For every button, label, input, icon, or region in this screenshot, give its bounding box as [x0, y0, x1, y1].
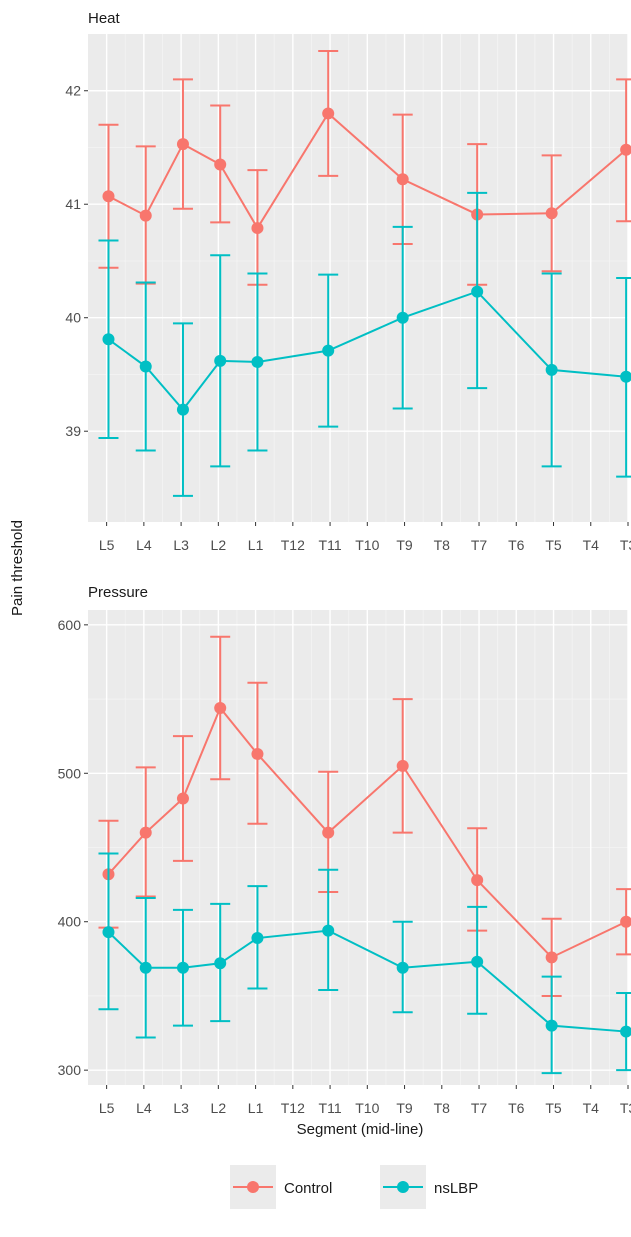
- legend-key-point: [247, 1181, 259, 1193]
- control-series-line: [107, 706, 627, 959]
- y-tick-label: 41: [65, 196, 81, 212]
- pressure-panel: Pressure 300 400 500 600 L5 L4 L3 L2 L1 T12 T11 T10…: [58, 584, 631, 1116]
- control-data-point: [545, 207, 558, 220]
- nslbp-data-point: [322, 344, 335, 357]
- x-tick-label: T4: [583, 1100, 600, 1116]
- x-tick-label: T10: [355, 1100, 379, 1116]
- x-tick-label: T6: [508, 1100, 525, 1116]
- x-tick-label: T8: [434, 1100, 451, 1116]
- y-tick-label: 40: [65, 310, 81, 326]
- nslbp-data-point: [545, 1019, 558, 1032]
- x-tick-label: L4: [136, 537, 152, 553]
- nslbp-data-point: [471, 285, 484, 298]
- control-data-point: [620, 143, 631, 156]
- legend-key-nslbp: [380, 1165, 426, 1209]
- x-tick-label: T10: [355, 537, 379, 553]
- nslbp-data-point: [396, 961, 409, 974]
- x-tick-label: L5: [99, 1100, 115, 1116]
- x-tick-label: T6: [508, 537, 525, 553]
- x-tick-label: L5: [99, 537, 115, 553]
- nslbp-data-point: [396, 311, 409, 324]
- pressure-panel-title: Pressure: [88, 584, 148, 601]
- nslbp-series-line: [107, 929, 627, 1033]
- y-tick-label: 300: [58, 1062, 82, 1078]
- x-tick-label: T12: [281, 1100, 305, 1116]
- x-tick-label: L2: [211, 1100, 227, 1116]
- heat-panel-title: Heat: [88, 10, 121, 27]
- x-tick-label: T5: [545, 1100, 562, 1116]
- control-data-point: [251, 222, 264, 235]
- legend-label: nsLBP: [434, 1180, 478, 1197]
- control-data-point: [139, 826, 152, 839]
- control-data-point: [471, 874, 484, 887]
- heat-panel: Heat 39 40 41 42 L5 L4 L3 L2 L1 T12 T11 T10 T9 T8 T7 T6…: [65, 10, 631, 553]
- nslbp-data-point: [251, 932, 264, 945]
- y-tick-label: 39: [65, 423, 81, 439]
- control-data-point: [176, 138, 189, 151]
- nslbp-data-point: [139, 961, 152, 974]
- nslbp-data-point: [322, 924, 335, 937]
- control-data-point: [620, 915, 631, 928]
- control-data-point: [102, 190, 115, 203]
- x-tick-label: T3: [620, 537, 631, 553]
- y-tick-label: 500: [58, 765, 82, 781]
- x-tick-label: T8: [434, 537, 451, 553]
- x-tick-label: L3: [173, 1100, 189, 1116]
- x-tick-label: L4: [136, 1100, 152, 1116]
- x-tick-label: T11: [319, 1100, 342, 1116]
- legend: Control nsLBP: [230, 1165, 478, 1209]
- control-data-point: [251, 747, 264, 760]
- x-tick-label: L2: [211, 537, 227, 553]
- x-tick-label: L3: [173, 537, 189, 553]
- x-axis-title: Segment (mid-line): [297, 1121, 424, 1138]
- control-data-point: [214, 701, 227, 714]
- x-tick-label: T11: [319, 537, 342, 553]
- control-data-point: [396, 173, 409, 186]
- nslbp-data-point: [214, 957, 227, 970]
- control-data-point: [396, 759, 409, 772]
- x-tick-label: T9: [396, 537, 413, 553]
- x-tick-label: T5: [545, 537, 562, 553]
- y-tick-label: 400: [58, 914, 82, 930]
- x-tick-label: T7: [471, 537, 488, 553]
- nslbp-data-point: [251, 355, 264, 368]
- nslbp-data-point: [545, 363, 558, 376]
- control-data-point: [139, 209, 152, 222]
- nslbp-data-point: [620, 370, 631, 383]
- nslbp-data-point: [102, 333, 115, 346]
- nslbp-data-point: [139, 360, 152, 373]
- legend-label: Control: [284, 1180, 332, 1197]
- legend-key-control: [230, 1165, 276, 1209]
- y-tick-label: 600: [58, 617, 82, 633]
- x-tick-label: T12: [281, 537, 305, 553]
- panel-background: [88, 34, 628, 522]
- nslbp-data-point: [620, 1025, 631, 1038]
- nslbp-data-point: [471, 955, 484, 968]
- x-tick-label: L1: [248, 1100, 264, 1116]
- control-data-point: [322, 826, 335, 839]
- legend-key-point: [397, 1181, 409, 1193]
- control-data-point: [214, 158, 227, 171]
- control-data-point: [176, 792, 189, 805]
- control-data-point: [545, 951, 558, 964]
- x-tick-label: T9: [396, 1100, 413, 1116]
- control-data-point: [322, 107, 335, 120]
- nslbp-data-point: [214, 354, 227, 367]
- nslbp-data-point: [176, 403, 189, 416]
- x-tick-label: T3: [620, 1100, 631, 1116]
- y-tick-label: 42: [65, 83, 81, 99]
- x-tick-label: T7: [471, 1100, 488, 1116]
- nslbp-data-point: [176, 961, 189, 974]
- control-series-line: [108, 111, 627, 231]
- nslbp-series-line: [107, 290, 627, 412]
- x-tick-label: L1: [248, 537, 264, 553]
- nslbp-data-point: [102, 926, 115, 939]
- y-axis-title: Pain threshold: [9, 520, 26, 616]
- x-tick-label: T4: [583, 537, 600, 553]
